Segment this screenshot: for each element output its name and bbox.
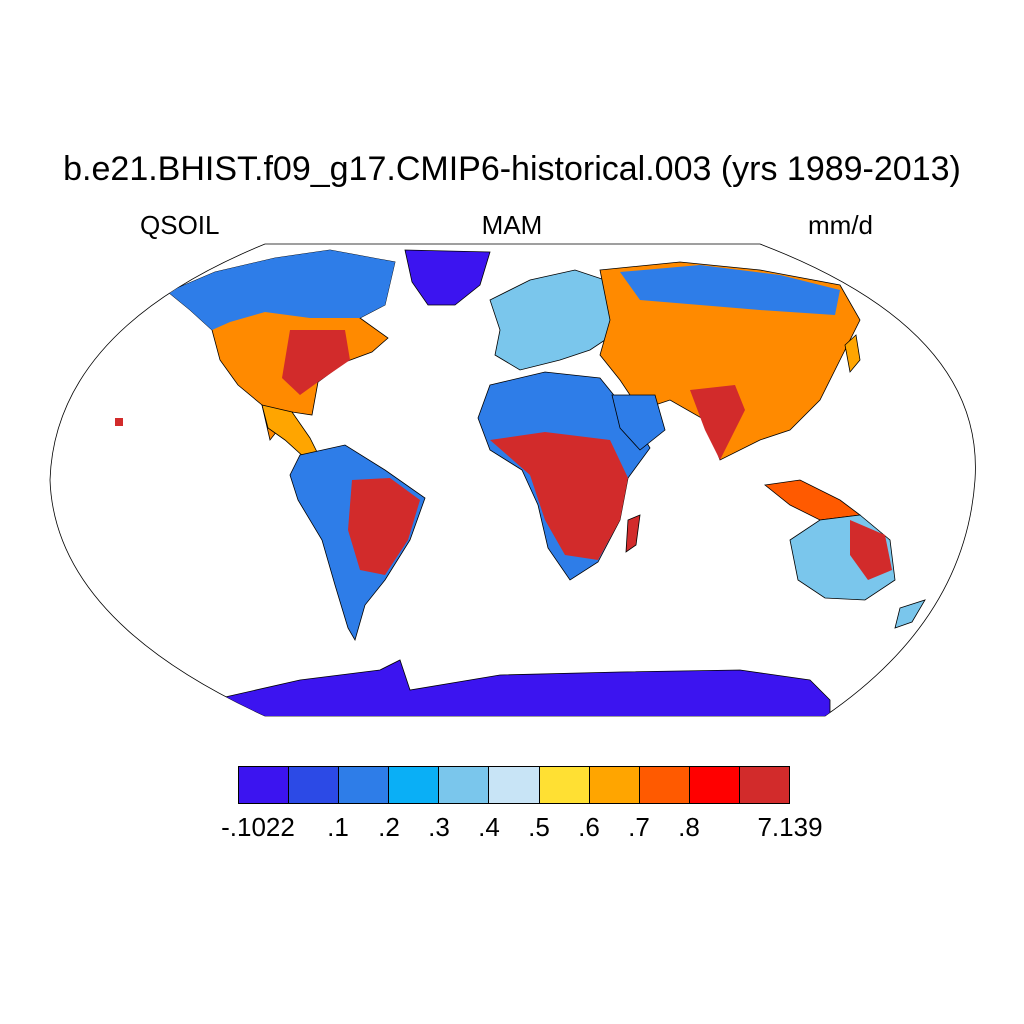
colorbar-tick-label: .2	[378, 812, 400, 842]
colorbar-swatch	[689, 767, 740, 803]
colorbar-tick-label: .7	[628, 812, 650, 842]
region-india	[690, 385, 745, 460]
colorbar-tick-label: .3	[428, 812, 450, 842]
colorbar-swatch	[589, 767, 640, 803]
landmass-japan	[844, 334, 861, 373]
region-siberia	[620, 265, 840, 315]
colorbar-tick-label: -.1022	[221, 812, 295, 842]
landmass-hawaii	[115, 418, 123, 426]
colorbar-tick-label: .6	[578, 812, 600, 842]
landmass-new-zealand	[894, 599, 926, 629]
colorbar-swatch	[289, 767, 340, 803]
colorbar-swatch	[489, 767, 540, 803]
landmass-antarctica	[199, 659, 831, 716]
region-us-east	[282, 330, 350, 395]
colorbar-swatch	[339, 767, 390, 803]
colorbar-tick-label: .8	[678, 812, 700, 842]
colorbar-swatch	[239, 767, 290, 803]
colorbar-tick-label: .5	[528, 812, 550, 842]
region-central-africa	[490, 432, 628, 560]
plot-title: b.e21.BHIST.f09_g17.CMIP6-historical.003…	[63, 150, 961, 188]
landmass-europe	[489, 269, 621, 371]
landmass-arabia	[611, 394, 666, 451]
units-label: mm/d	[808, 210, 873, 240]
colorbar-swatch	[539, 767, 590, 803]
colorbar-tick-label: 7.139	[757, 812, 823, 842]
landmass-greenland	[404, 249, 491, 306]
colorbar-swatch	[739, 767, 790, 803]
colorbar-tick-label: .1	[327, 812, 349, 842]
variable-label: QSOIL	[140, 210, 220, 240]
colorbar-swatch	[639, 767, 690, 803]
season-label: MAM	[481, 210, 543, 240]
colorbar	[238, 766, 790, 804]
landmass-madagascar	[625, 514, 641, 553]
colorbar-tick-label: .4	[478, 812, 500, 842]
region-east-australia	[850, 520, 892, 580]
colorbar-swatch	[439, 767, 490, 803]
region-brazil	[348, 478, 420, 575]
region-canada	[168, 250, 395, 330]
colorbar-swatch	[389, 767, 440, 803]
